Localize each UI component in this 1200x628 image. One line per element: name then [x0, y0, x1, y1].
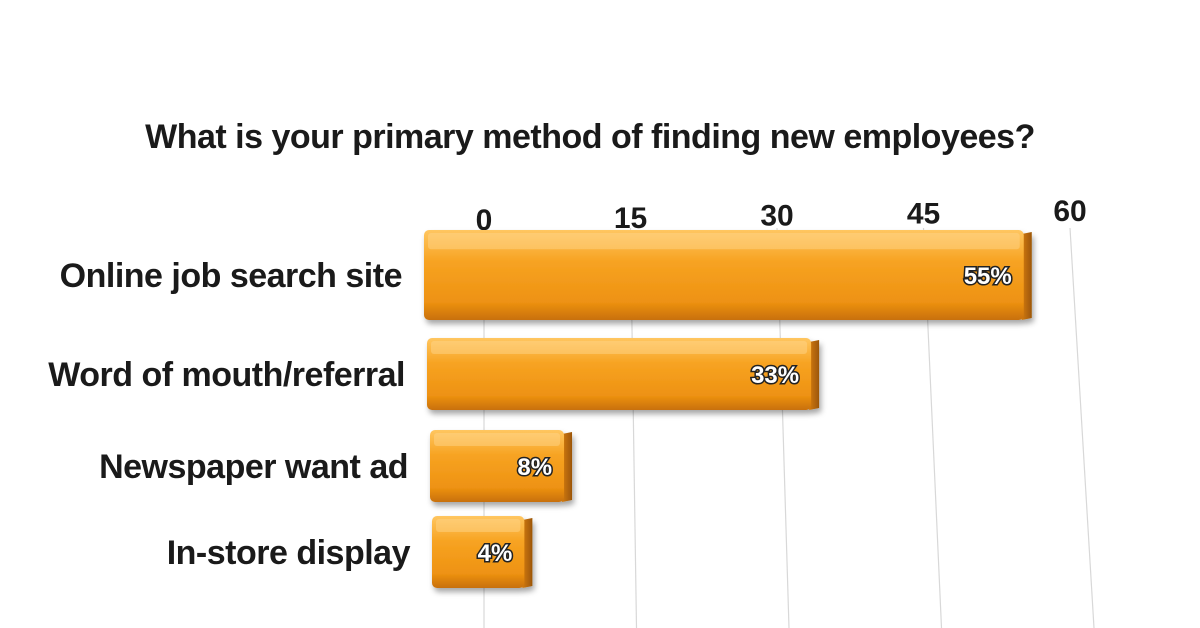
bar-4-face: [432, 516, 525, 588]
x-tick-label-60: 60: [1053, 195, 1086, 228]
category-labels: Online job search site Word of mouth/refe…: [48, 257, 411, 572]
chart-title: What is your primary method of finding n…: [145, 118, 1035, 156]
bar-1-highlight: [428, 233, 1020, 250]
bar-2-end-cap: [809, 340, 820, 410]
bar-4: [432, 516, 533, 588]
data-label-3: 8%: [517, 454, 552, 481]
bar-3: [430, 430, 573, 502]
bar-1-end-cap: [1021, 232, 1032, 320]
category-label-4: In-store display: [167, 534, 411, 572]
data-label-2: 33%: [751, 362, 799, 389]
bar-1-face: [424, 230, 1024, 320]
bar-2: [427, 338, 820, 410]
x-tick-label-15: 15: [614, 202, 647, 235]
category-label-1: Online job search site: [60, 257, 402, 295]
data-labels: 55% 33% 8% 4%: [476, 262, 1013, 569]
bar-3-end-cap: [562, 432, 573, 502]
gridline-60: [1069, 227, 1095, 628]
bar-2-highlight: [431, 341, 808, 354]
bar-3-face: [430, 430, 565, 502]
x-tick-label-30: 30: [760, 200, 793, 233]
bar-3-highlight: [434, 433, 561, 446]
bar-1: [424, 230, 1032, 320]
x-axis-ticks: 0 15 30 45 60: [476, 195, 1087, 237]
bar-2-face: [427, 338, 812, 410]
data-label-1: 55%: [964, 263, 1012, 290]
x-tick-label-45: 45: [907, 197, 940, 230]
bar-4-end-cap: [522, 518, 533, 588]
x-tick-label-0: 0: [476, 204, 493, 237]
bar-4-highlight: [436, 519, 521, 532]
category-label-2: Word of mouth/referral: [48, 356, 405, 394]
category-label-3: Newspaper want ad: [99, 448, 408, 486]
data-label-4: 4%: [478, 540, 513, 567]
bars: [424, 230, 1032, 588]
